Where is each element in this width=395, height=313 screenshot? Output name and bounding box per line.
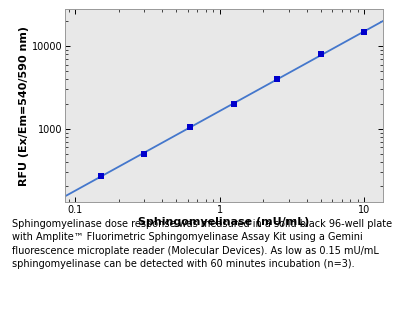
Point (274, 77, 280, 82)
Point (231, 101, 237, 106)
Point (98, 173, 104, 178)
Point (187, 125, 194, 130)
Point (318, 52, 324, 57)
Point (361, 29, 367, 34)
Text: Sphingomyelinase dose response was measured in a solid black 96-well plate
with : Sphingomyelinase dose response was measu… (12, 219, 392, 269)
Y-axis label: RFU (Ex/Em=540/590 nm): RFU (Ex/Em=540/590 nm) (19, 26, 29, 186)
Point (141, 151, 147, 156)
X-axis label: Sphingomyelinase (mU/mL): Sphingomyelinase (mU/mL) (139, 218, 310, 228)
